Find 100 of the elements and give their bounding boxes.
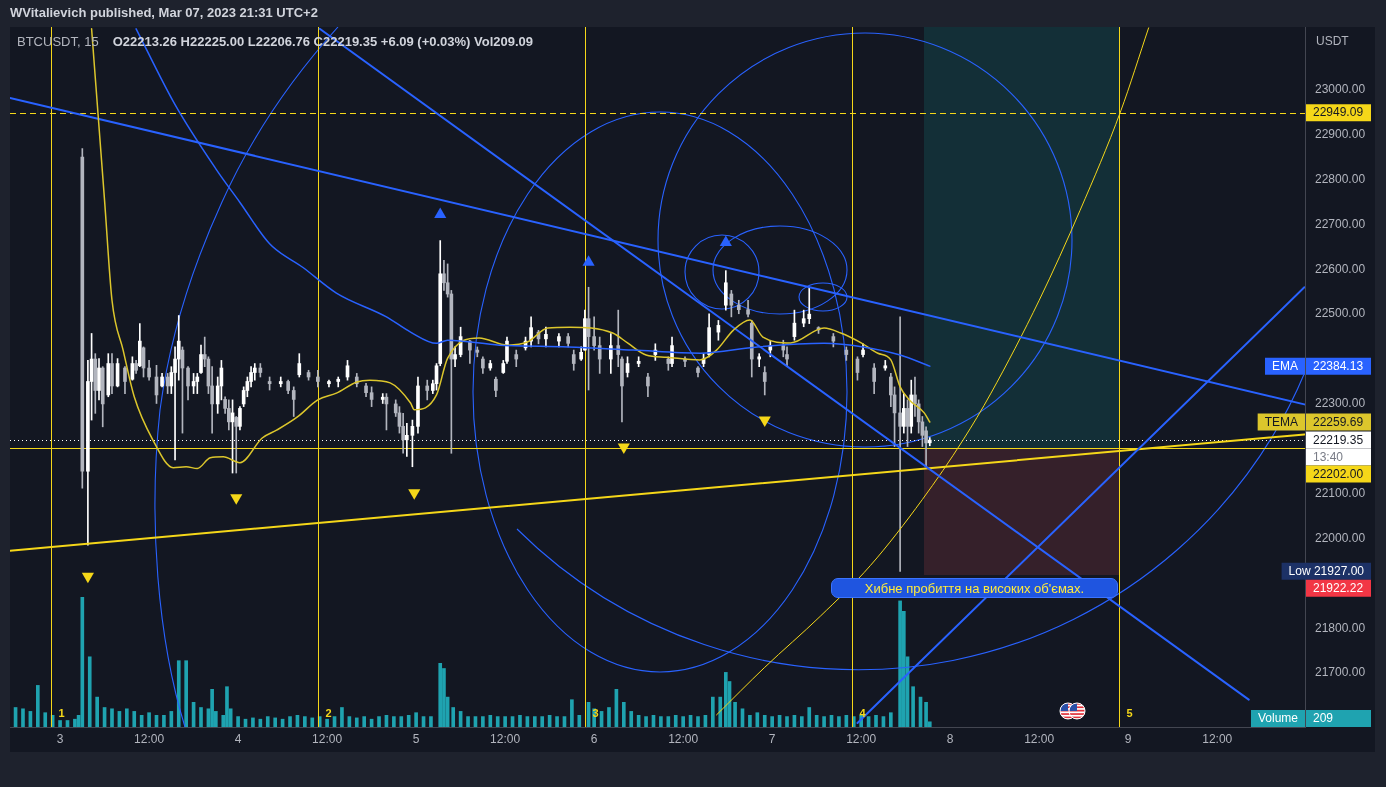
- text: 13:40: [1313, 449, 1344, 464]
- y-tick-label: 21700.00: [1315, 665, 1366, 680]
- text: EMA: [1272, 358, 1299, 373]
- bar: [718, 696, 723, 727]
- bar: [814, 714, 819, 727]
- bar: [225, 686, 229, 727]
- bar: [807, 707, 812, 727]
- bar: [874, 714, 878, 727]
- bar: [466, 716, 470, 727]
- candlestick: [883, 360, 888, 371]
- bar: [723, 672, 728, 727]
- bar: [392, 716, 396, 727]
- ref-line-label: 5: [1126, 707, 1133, 720]
- bar: [540, 716, 545, 727]
- candlestick: [898, 316, 902, 572]
- bar: [481, 716, 485, 727]
- ref-line-label: 22219.35: [1313, 432, 1364, 447]
- bar: [555, 716, 559, 727]
- bar: [681, 716, 685, 727]
- x-tick-label: 12:00: [1202, 731, 1233, 746]
- bar: [58, 720, 62, 727]
- bar: [377, 716, 381, 727]
- bar: [80, 597, 85, 727]
- bar: [696, 716, 700, 727]
- y-tick-label: 22900.00: [1315, 127, 1366, 141]
- bar: [748, 714, 752, 727]
- point: [408, 489, 421, 500]
- bar: [303, 716, 307, 727]
- bar: [898, 600, 902, 727]
- bar: [733, 701, 737, 727]
- text: 21922.22: [1313, 581, 1364, 596]
- bar: [110, 708, 114, 727]
- bar: [21, 708, 25, 727]
- text: 22384.13: [1313, 358, 1364, 373]
- bar: [438, 662, 443, 727]
- bar: [273, 717, 278, 727]
- point: [617, 443, 630, 454]
- bar: [518, 714, 522, 727]
- bar: [570, 699, 574, 727]
- bar: [666, 716, 671, 727]
- bar: [95, 696, 99, 727]
- bar: [125, 708, 129, 727]
- bar: [785, 716, 789, 727]
- y-tick-label: 22600.00: [1315, 261, 1366, 276]
- x-tick-label: 7: [768, 731, 776, 746]
- text: 209: [1313, 711, 1334, 726]
- x-tick-label: 4: [234, 731, 242, 746]
- bar: [199, 707, 203, 727]
- text: 22259.69: [1313, 414, 1364, 429]
- bar: [288, 716, 292, 727]
- bar: [406, 714, 411, 727]
- x-tick-label: 12:00: [134, 731, 165, 746]
- ref-line-label: 22949.09: [1313, 105, 1364, 120]
- bar: [659, 716, 663, 727]
- bar: [800, 716, 804, 727]
- x-tick-label: 12:00: [846, 731, 877, 746]
- y-axis-title: USDT: [1316, 34, 1349, 48]
- annotation: Low 21927.00: [1288, 564, 1365, 579]
- candlestick: [195, 373, 200, 394]
- bar: [414, 712, 418, 727]
- bar: [184, 660, 188, 727]
- bar: [822, 716, 826, 727]
- bar: [354, 717, 359, 727]
- y-tick-label: 23000.00: [1315, 82, 1366, 97]
- candlestick: [234, 416, 239, 474]
- bar: [310, 717, 315, 727]
- bar: [911, 686, 915, 727]
- bar: [251, 717, 255, 727]
- bar: [362, 716, 367, 727]
- bar: [503, 716, 507, 727]
- bar: [340, 707, 344, 727]
- bar: [673, 714, 678, 727]
- bar: [176, 660, 181, 727]
- bar: [325, 718, 329, 727]
- x-tick-label: 12:00: [312, 731, 343, 746]
- candlestick: [380, 393, 385, 404]
- bar: [924, 701, 928, 727]
- y-tick-label: 22800.00: [1315, 171, 1366, 186]
- point: [582, 255, 595, 266]
- bar: [451, 707, 456, 727]
- ref-line-label: 2: [325, 707, 332, 720]
- bar: [607, 707, 611, 727]
- bar: [399, 716, 404, 727]
- point: [230, 494, 243, 505]
- bar: [210, 688, 214, 727]
- bar: [73, 718, 77, 727]
- y-tick-label: 22100.00: [1315, 485, 1366, 500]
- bar: [621, 701, 626, 727]
- text: Volume: [1257, 711, 1299, 726]
- ref-line-label: 3: [592, 707, 599, 720]
- bar: [495, 716, 500, 727]
- y-tick-label: 22000.00: [1315, 530, 1366, 545]
- bar: [236, 716, 240, 727]
- bar: [889, 712, 893, 727]
- bar: [644, 716, 648, 727]
- x-tick-label: 12:00: [1024, 731, 1055, 746]
- bar: [488, 714, 493, 727]
- x-tick-label: 9: [1124, 731, 1132, 746]
- x-tick-label: 8: [946, 731, 954, 746]
- x-tick-label: 12:00: [490, 731, 521, 746]
